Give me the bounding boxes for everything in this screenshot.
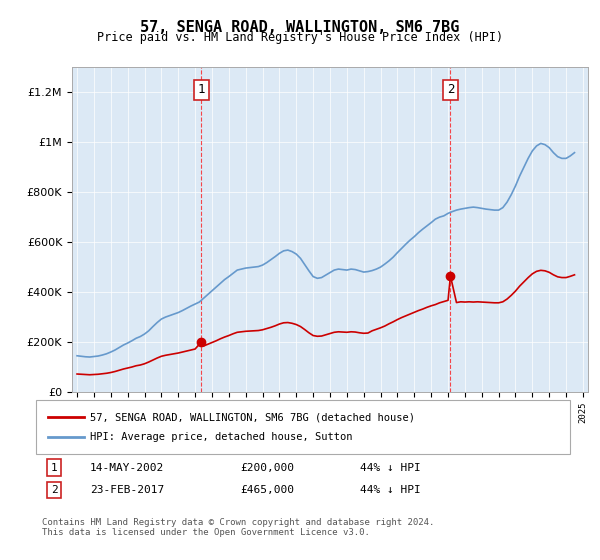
Text: 44% ↓ HPI: 44% ↓ HPI <box>360 485 421 495</box>
Text: Price paid vs. HM Land Registry's House Price Index (HPI): Price paid vs. HM Land Registry's House … <box>97 31 503 44</box>
Text: 57, SENGA ROAD, WALLINGTON, SM6 7BG: 57, SENGA ROAD, WALLINGTON, SM6 7BG <box>140 20 460 35</box>
Text: 2: 2 <box>50 485 58 495</box>
Text: 44% ↓ HPI: 44% ↓ HPI <box>360 463 421 473</box>
Text: HPI: Average price, detached house, Sutton: HPI: Average price, detached house, Sutt… <box>90 432 353 442</box>
Text: 57, SENGA ROAD, WALLINGTON, SM6 7BG (detached house): 57, SENGA ROAD, WALLINGTON, SM6 7BG (det… <box>90 412 415 422</box>
Text: 2: 2 <box>446 83 454 96</box>
Text: 1: 1 <box>197 83 205 96</box>
Text: 14-MAY-2002: 14-MAY-2002 <box>90 463 164 473</box>
Text: Contains HM Land Registry data © Crown copyright and database right 2024.
This d: Contains HM Land Registry data © Crown c… <box>42 518 434 538</box>
Text: £465,000: £465,000 <box>240 485 294 495</box>
Text: £200,000: £200,000 <box>240 463 294 473</box>
Text: 1: 1 <box>50 463 58 473</box>
Text: 23-FEB-2017: 23-FEB-2017 <box>90 485 164 495</box>
